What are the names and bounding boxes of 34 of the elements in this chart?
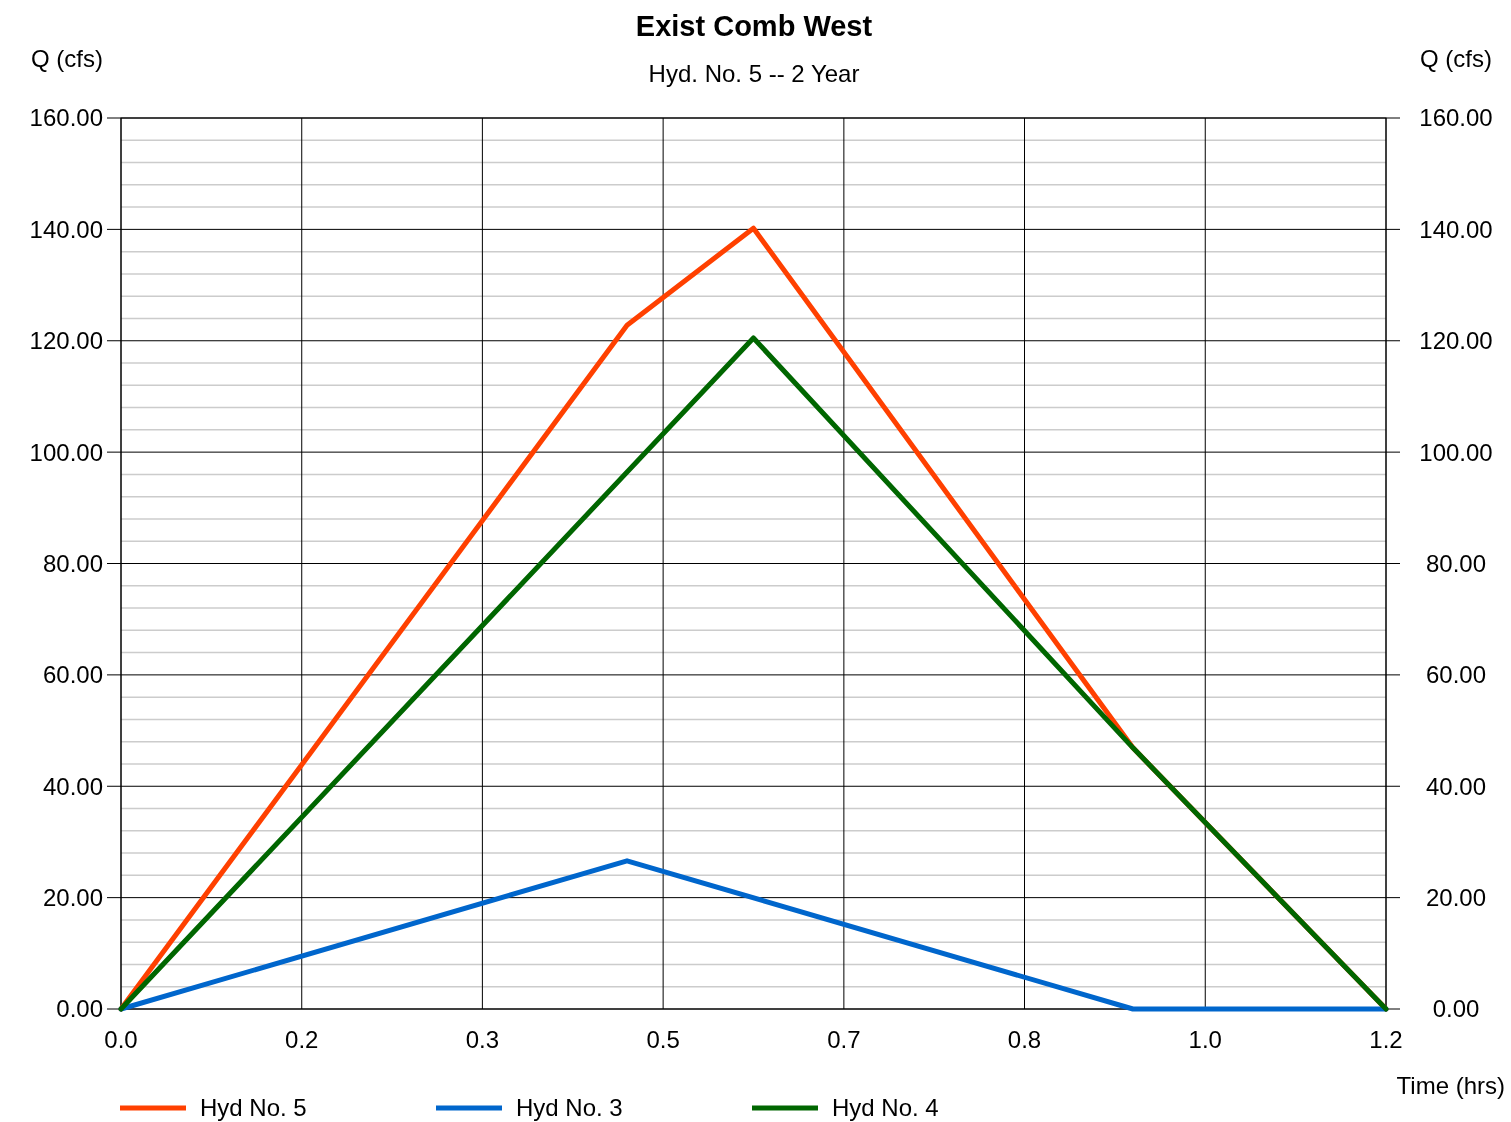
y-tick-label: 60.00: [42, 661, 103, 689]
x-tick-label: 1.2: [1369, 1026, 1403, 1053]
x-tick-label: 0.8: [1007, 1026, 1042, 1053]
y2-tick-label: 100.00: [1419, 438, 1493, 466]
y2-tick-label: 160.00: [1419, 104, 1493, 132]
y-axis-title: Q (cfs): [31, 45, 103, 72]
y-tick-label: 20.00: [42, 884, 103, 912]
y-tick-label: 160.00: [29, 104, 103, 132]
y-tick-label: 80.00: [42, 549, 103, 577]
x-tick-label: 1.0: [1188, 1026, 1222, 1053]
x-tick-label: 0.3: [465, 1026, 500, 1053]
y2-tick-label: 120.00: [1419, 327, 1493, 355]
x-tick-label: 0.2: [285, 1026, 319, 1053]
y-tick-label: 120.00: [29, 327, 103, 355]
x-axis-title: Time (hrs): [1396, 1072, 1505, 1099]
y-tick-label: 40.00: [42, 772, 103, 800]
y2-tick-label: 140.00: [1419, 215, 1493, 243]
y2-tick-label: 0.00: [1432, 995, 1480, 1023]
y2-tick-label: 40.00: [1425, 772, 1487, 800]
legend-label: Hyd No. 5: [200, 1094, 307, 1122]
x-tick-label: 0.7: [827, 1026, 861, 1053]
y-tick-label: 0.00: [56, 995, 103, 1023]
y-tick-label: 140.00: [29, 215, 103, 243]
legend-label: Hyd No. 4: [832, 1094, 939, 1122]
y2-axis-title: Q (cfs): [1420, 45, 1492, 72]
y2-tick-label: 60.00: [1425, 661, 1487, 689]
chart-title: Exist Comb West: [635, 10, 873, 42]
legend-label: Hyd No. 3: [516, 1094, 623, 1122]
x-tick-label: 0.5: [646, 1026, 680, 1053]
y2-tick-label: 80.00: [1425, 549, 1487, 577]
chart-subtitle: Hyd. No. 5 -- 2 Year: [648, 60, 860, 87]
x-tick-label: 0.0: [104, 1026, 138, 1053]
y-tick-label: 100.00: [29, 438, 103, 466]
y2-tick-label: 20.00: [1425, 884, 1487, 912]
